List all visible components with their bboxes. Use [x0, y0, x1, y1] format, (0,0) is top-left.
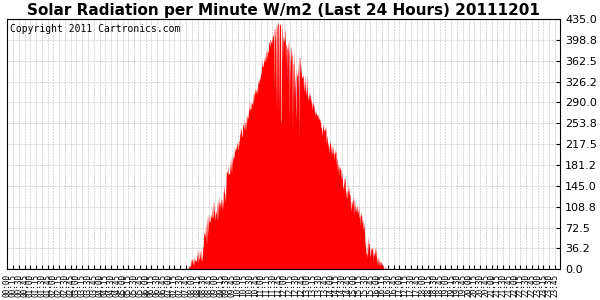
Title: Solar Radiation per Minute W/m2 (Last 24 Hours) 20111201: Solar Radiation per Minute W/m2 (Last 24…	[28, 3, 540, 18]
Text: Copyright 2011 Cartronics.com: Copyright 2011 Cartronics.com	[10, 24, 181, 34]
